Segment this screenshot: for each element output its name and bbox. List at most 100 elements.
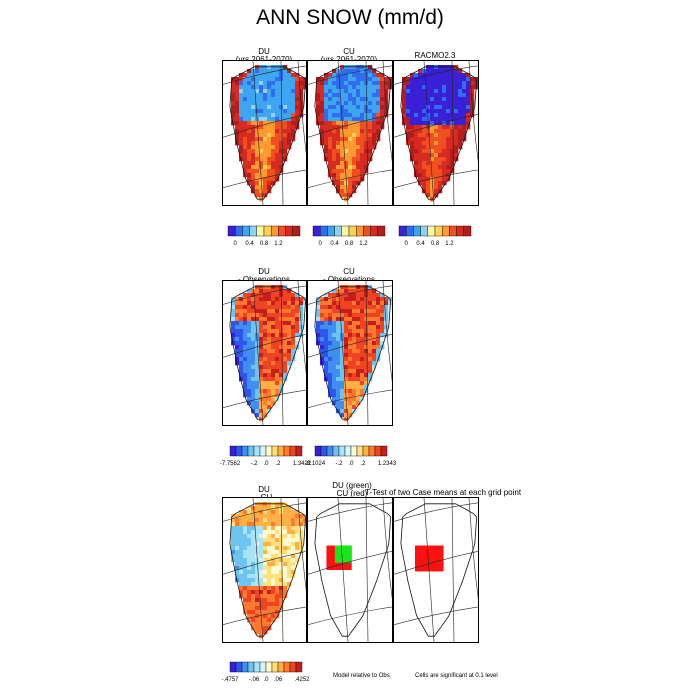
grid-cell bbox=[426, 85, 430, 89]
grid-cell bbox=[324, 89, 328, 93]
grid-cell bbox=[348, 173, 352, 177]
grid-cell bbox=[295, 305, 299, 309]
grid-cell bbox=[251, 101, 255, 105]
grid-cell bbox=[259, 606, 263, 610]
grid-cell bbox=[291, 329, 295, 333]
grid-cell bbox=[422, 169, 426, 173]
grid-cell bbox=[295, 337, 299, 341]
grid-cell bbox=[243, 305, 247, 309]
grid-cell bbox=[356, 105, 360, 109]
grid-cell bbox=[356, 397, 360, 401]
grid-cell bbox=[263, 333, 267, 337]
grid-cell bbox=[271, 165, 275, 169]
grid-cell bbox=[243, 530, 247, 534]
grid-cell bbox=[267, 377, 271, 381]
grid-cell bbox=[336, 289, 340, 293]
grid-cell bbox=[287, 337, 291, 341]
grid-cell bbox=[376, 313, 380, 317]
grid-cell bbox=[406, 125, 410, 129]
colorbar-swatch bbox=[235, 226, 242, 236]
grid-cell bbox=[275, 594, 279, 598]
grid-cell bbox=[231, 109, 235, 113]
grid-cell bbox=[267, 381, 271, 385]
grid-cell bbox=[418, 89, 422, 93]
grid-cell bbox=[247, 173, 251, 177]
grid-cell bbox=[251, 317, 255, 321]
grid-cell bbox=[275, 345, 279, 349]
grid-cell bbox=[348, 381, 352, 385]
grid-cell bbox=[287, 301, 291, 305]
grid-cell bbox=[235, 329, 239, 333]
grid-cell bbox=[243, 113, 247, 117]
grid-cell bbox=[324, 361, 328, 365]
colorbar-swatch bbox=[296, 446, 302, 456]
grid-cell bbox=[324, 317, 328, 321]
grid-cell bbox=[271, 582, 275, 586]
grid-cell bbox=[267, 317, 271, 321]
grid-cell bbox=[275, 313, 279, 317]
grid-cell bbox=[418, 153, 422, 157]
grid-cell bbox=[247, 586, 251, 590]
grid-cell bbox=[332, 137, 336, 141]
grid-cell bbox=[275, 349, 279, 353]
grid-cell bbox=[255, 586, 259, 590]
grid-cell bbox=[279, 582, 283, 586]
grid-cell bbox=[324, 313, 328, 317]
grid-cell bbox=[348, 129, 352, 133]
grid-cell bbox=[255, 602, 259, 606]
grid-cell bbox=[283, 570, 287, 574]
grid-cell bbox=[418, 149, 422, 153]
grid-cell bbox=[356, 149, 360, 153]
colorbar-cu-obs: -8.1024 -.2.0.2 1.2343 bbox=[315, 446, 399, 470]
grid-cell bbox=[328, 333, 332, 337]
grid-cell bbox=[271, 598, 275, 602]
grid-cell bbox=[239, 317, 243, 321]
grid-cell bbox=[239, 574, 243, 578]
grid-cell bbox=[279, 133, 283, 137]
grid-cell bbox=[454, 81, 458, 85]
grid-cell bbox=[255, 626, 259, 630]
grid-cell bbox=[368, 297, 372, 301]
grid-cell bbox=[239, 93, 243, 97]
grid-cell bbox=[263, 153, 267, 157]
grid-cell bbox=[324, 97, 328, 101]
grid-cell bbox=[368, 329, 372, 333]
grid-cell bbox=[324, 333, 328, 337]
grid-cell bbox=[466, 109, 470, 113]
grid-cell bbox=[263, 129, 267, 133]
grid-cell bbox=[422, 129, 426, 133]
grid-cell bbox=[235, 125, 239, 129]
grid-cell bbox=[324, 117, 328, 121]
grid-cell bbox=[247, 361, 251, 365]
grid-cell bbox=[251, 542, 255, 546]
grid-cell bbox=[239, 81, 243, 85]
grid-cell bbox=[336, 121, 340, 125]
grid-cell bbox=[422, 97, 426, 101]
grid-cell bbox=[344, 189, 348, 193]
colorbar-tick-label: 0 bbox=[234, 241, 238, 247]
grid-cell bbox=[251, 349, 255, 353]
grid-cell bbox=[434, 129, 438, 133]
colorbar-swatch bbox=[345, 446, 351, 456]
colorbar-swatch bbox=[290, 446, 296, 456]
grid-cell bbox=[352, 169, 356, 173]
grid-cell bbox=[287, 538, 291, 542]
grid-cell bbox=[418, 145, 422, 149]
grid-cell bbox=[259, 558, 263, 562]
grid-cell bbox=[251, 149, 255, 153]
grid-cell bbox=[251, 105, 255, 109]
grid-cell bbox=[267, 101, 271, 105]
grid-cell bbox=[328, 97, 332, 101]
grid-cell bbox=[376, 317, 380, 321]
grid-cell bbox=[380, 313, 384, 317]
grid-cell bbox=[372, 89, 376, 93]
grid-cell bbox=[430, 169, 434, 173]
grid-cell bbox=[422, 141, 426, 145]
grid-cell bbox=[279, 546, 283, 550]
grid-cell bbox=[231, 101, 235, 105]
grid-cell bbox=[336, 333, 340, 337]
grid-cell bbox=[438, 93, 442, 97]
grid-cell bbox=[279, 530, 283, 534]
grid-cell bbox=[279, 538, 283, 542]
grid-cell bbox=[332, 109, 336, 113]
